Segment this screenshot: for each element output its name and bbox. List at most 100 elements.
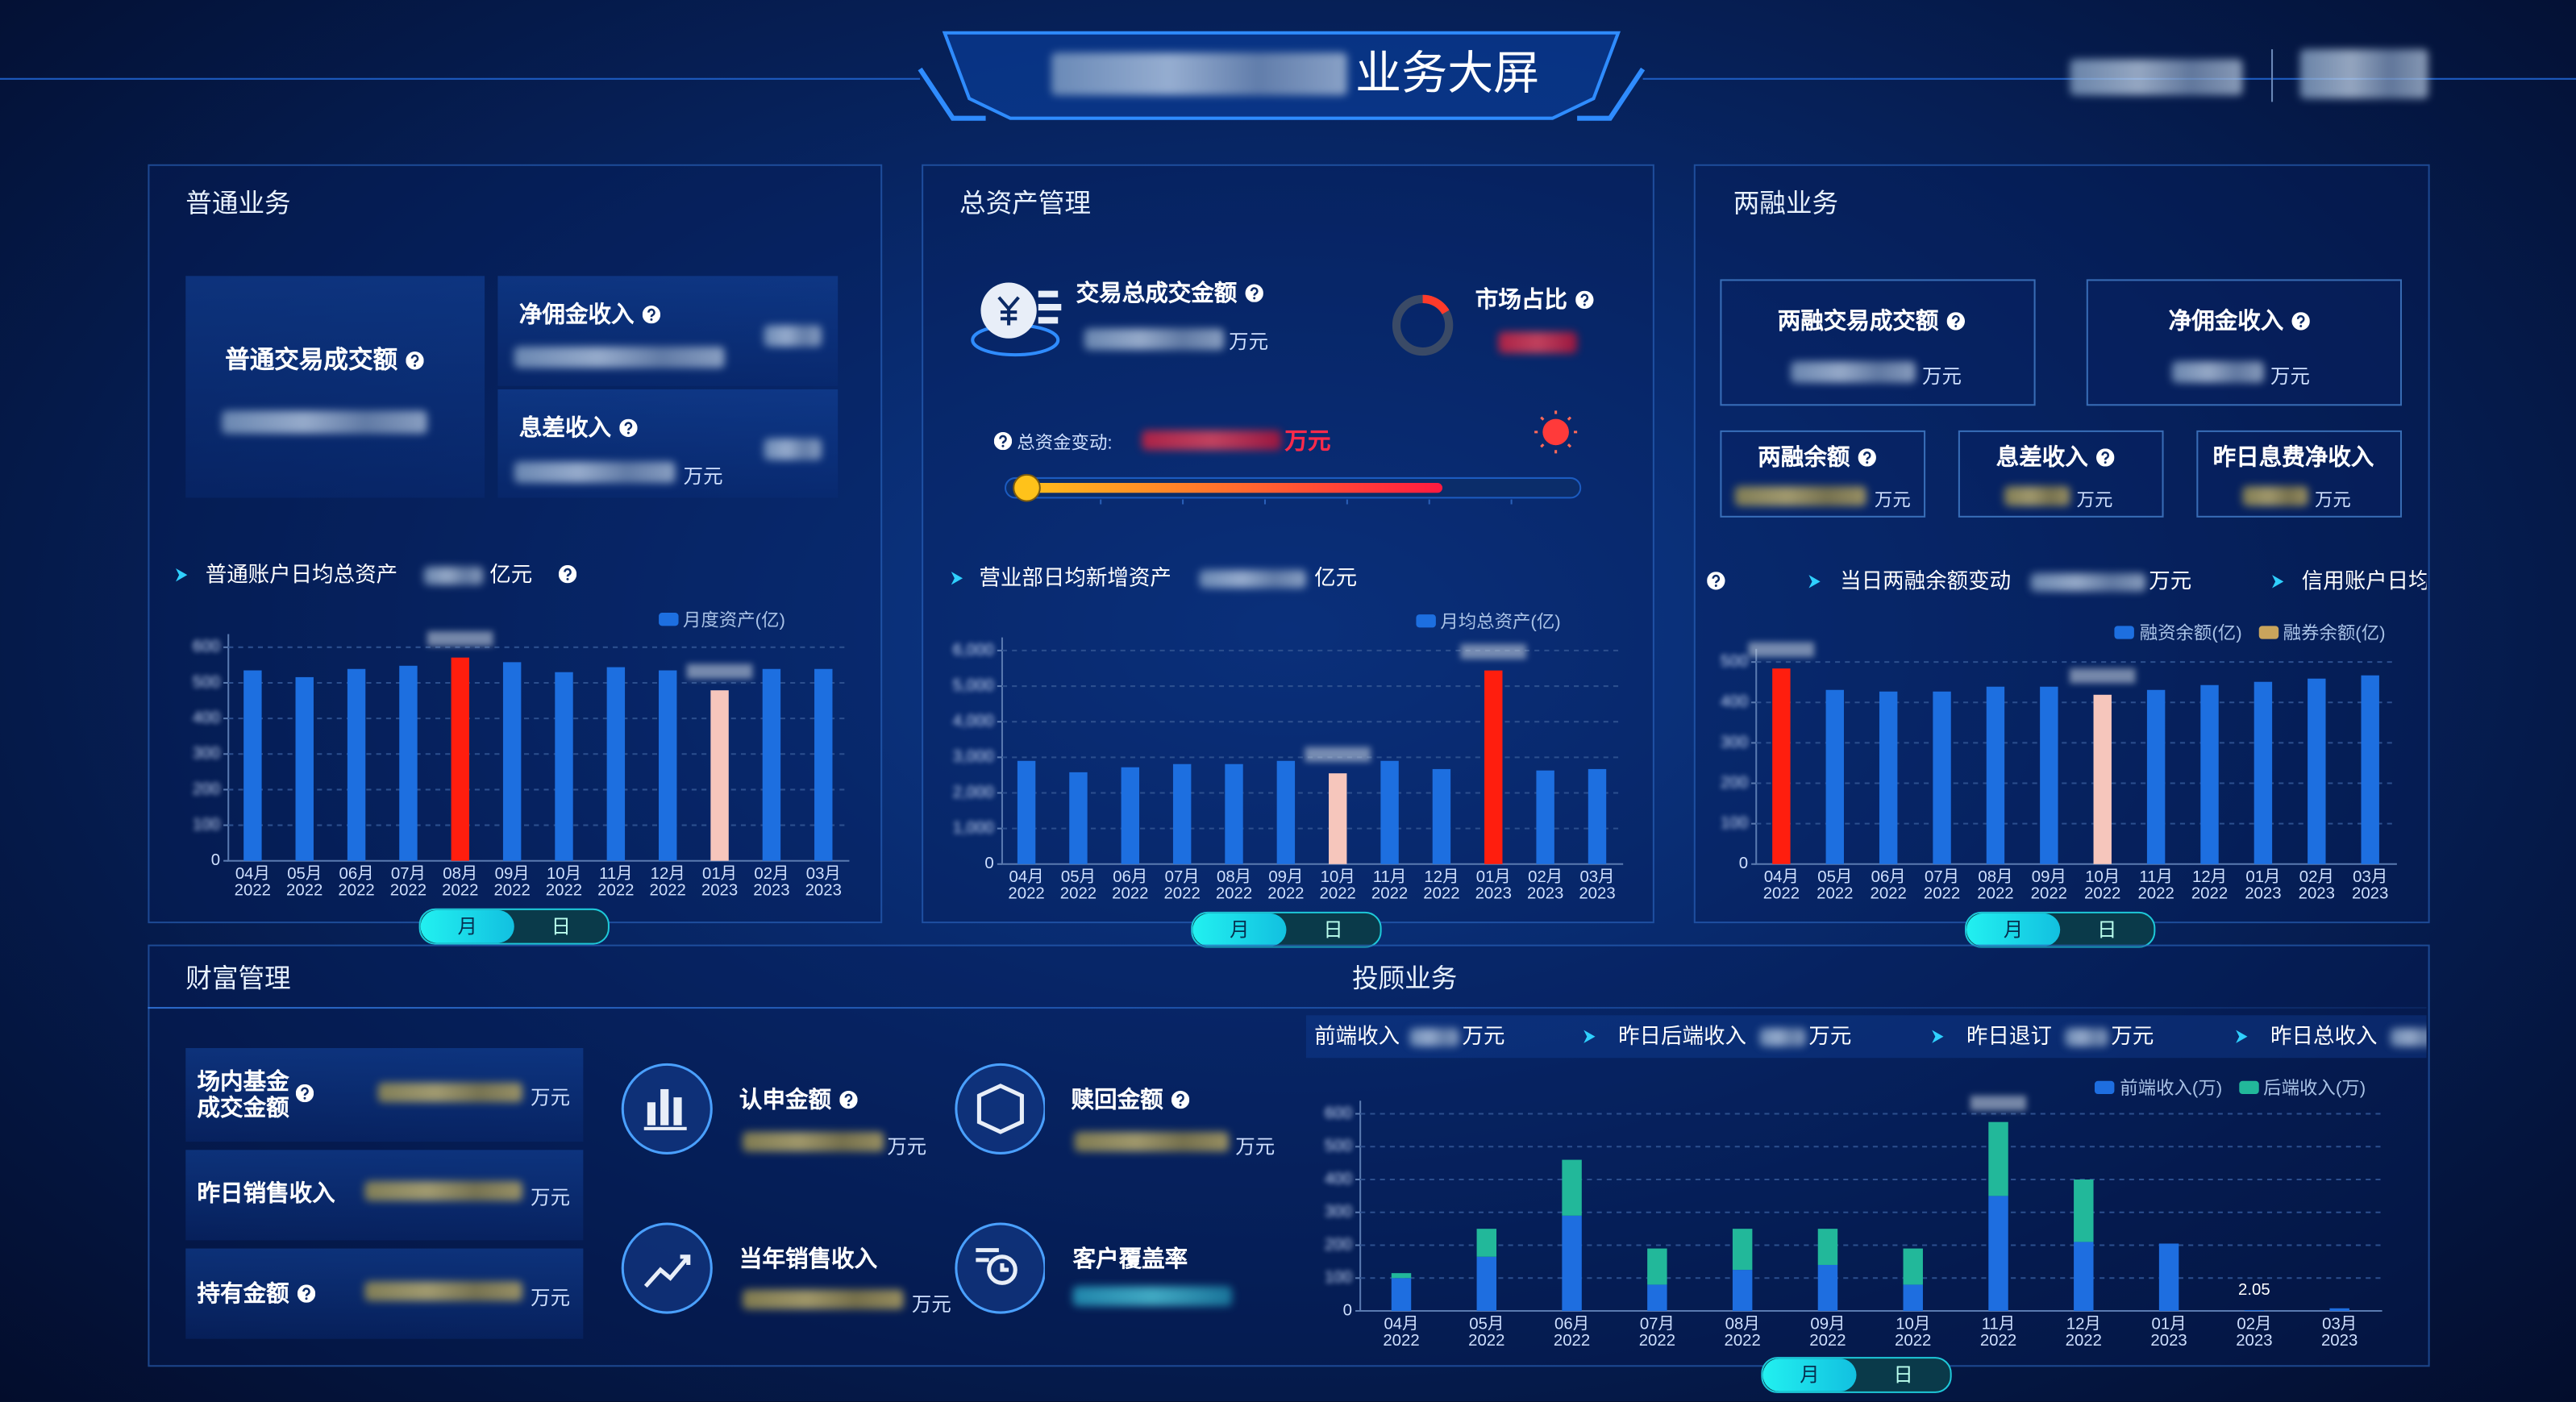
legend-label: 月均总资产(亿) [1440,613,1561,633]
legend-item: 后端收入(万) [2238,1075,2366,1101]
toggle-day[interactable]: 日 [2096,918,2117,942]
value-label: 2.05 [2238,1281,2270,1299]
bar-segment [1732,1229,1753,1271]
unit: 万元 [887,1135,927,1159]
redacted-label [2069,668,2136,684]
kpi-label: 两融余额 [1758,443,1876,470]
y-tick-label: 6,000 [953,641,994,659]
bar-segment [2329,1308,2349,1312]
y-tick-label: 300 [193,745,220,763]
unit: 万元 [683,464,723,489]
bar [1225,763,1243,864]
unit: 万元 [1874,491,1911,511]
label-text: 普通交易成交额 [225,346,398,375]
bar [1484,670,1503,864]
chart-unit: 亿元 [1314,564,1358,590]
x-tick-label: 08月 2022 [1724,1316,1761,1350]
ticker-unit: 万元 [1808,1023,1852,1049]
kpi-label: 息差收入 [519,414,638,440]
toggle-month[interactable]: 月 [1192,913,1287,946]
bar-segment [1391,1273,1412,1279]
share-donut [1392,294,1454,356]
y-tick-label: 300 [1721,734,1748,751]
x-tick-label: 12月 2022 [2191,868,2229,904]
legend-item: 前端收入(万) [2095,1075,2222,1101]
redacted-value [2030,573,2146,592]
ticker-unit: 万元 [2111,1023,2154,1049]
y-tick-label: 3,000 [953,748,994,766]
redacted-value [1084,328,1225,351]
period-toggle: 月日 [418,908,610,945]
bar [814,668,833,861]
legend: 月均总资产(亿) [1415,608,1561,634]
bar-segment [1391,1278,1412,1312]
ticker-label: 昨日退订 [1966,1023,2053,1049]
bar-segment [2244,1310,2265,1312]
y-tick-label: 100 [1721,814,1748,832]
legend-item: 月均总资产(亿) [1415,608,1561,634]
redacted-label [686,664,753,679]
x-tick-label: 08月 2022 [1215,868,1253,904]
panel-title: 普通业务 [185,190,291,219]
legend-item: 融资余额(亿) [2115,619,2242,646]
redacted-value [2390,1028,2427,1046]
label-text: 交易总成交金额 [1076,279,1238,306]
coin-icon [971,282,1062,357]
title-text: 普通账户日均总资产 [205,561,398,587]
toggle-day[interactable]: 日 [1893,1363,1913,1387]
redacted-value [1734,486,1866,506]
toggle-month[interactable]: 月 [1966,913,2061,946]
x-tick-label: 11月 2022 [1979,1316,2017,1350]
bar [762,668,781,861]
change-label: 总资金变动: [994,431,1113,457]
legend: 前端收入(万) 后端收入(万) [2095,1075,2366,1101]
redacted-value [1759,1028,1806,1046]
x-tick-label: 02月 2023 [753,865,790,901]
panel-title: 财富管理 [185,966,291,994]
kpi-label: 昨日息费净收入 [2212,443,2374,470]
toggle-month[interactable]: 月 [1762,1358,1857,1392]
kpi-label: 净佣金收入 [519,301,660,327]
toggle-day[interactable]: 日 [551,914,572,938]
x-tick-label: 04月 2022 [1008,868,1045,904]
ticker-unit: 万元 [1462,1023,1505,1049]
x-tick-label: 12月 2022 [2065,1316,2102,1350]
y-tick-label: 300 [1325,1203,1352,1221]
bar [1986,686,2005,864]
x-tick-label: 02月 2023 [2298,868,2335,904]
redacted-label [1305,747,1371,762]
legend-swatch [1415,614,1436,628]
y-tick-label: 400 [1721,693,1748,711]
x-tick-label: 11月 2022 [2137,868,2174,904]
toggle-month[interactable]: 月 [420,909,514,943]
label-text: 市场占比 [1475,285,1567,313]
ticker-label: 昨日总收入 [2270,1023,2378,1049]
bar-segment [1988,1121,2008,1196]
bar [399,665,418,861]
wealth-icons [621,1063,1045,1314]
x-tick-label: 02月 2023 [2236,1316,2273,1350]
x-tick-label: 10月 2022 [2084,868,2121,904]
redacted-value [1072,1286,1233,1306]
divider [148,1007,2427,1009]
redacted-value [222,410,427,434]
bar [710,690,729,861]
chart-unit: 亿元 [489,562,576,589]
bar-segment [1647,1248,1667,1285]
panel-title: 投顾业务 [1351,966,1458,994]
toggle-day[interactable]: 日 [1323,918,1343,942]
bar-segment [1562,1215,1582,1312]
bar [2040,686,2058,864]
label-text: 持有金额 [197,1279,289,1306]
ticker-label: 昨日后端收入 [1618,1023,1747,1049]
label-text: 净佣金收入 [518,300,635,327]
y-tick-label: 100 [1325,1269,1352,1287]
bar [1329,773,1347,864]
unit: 万元 [2315,491,2351,511]
y-tick-label: 200 [193,780,220,798]
bar [1933,691,1951,864]
legend: 融资余额(亿) 融券余额(亿) [2115,619,2386,646]
x-tick-label: 04月 2022 [234,865,272,901]
